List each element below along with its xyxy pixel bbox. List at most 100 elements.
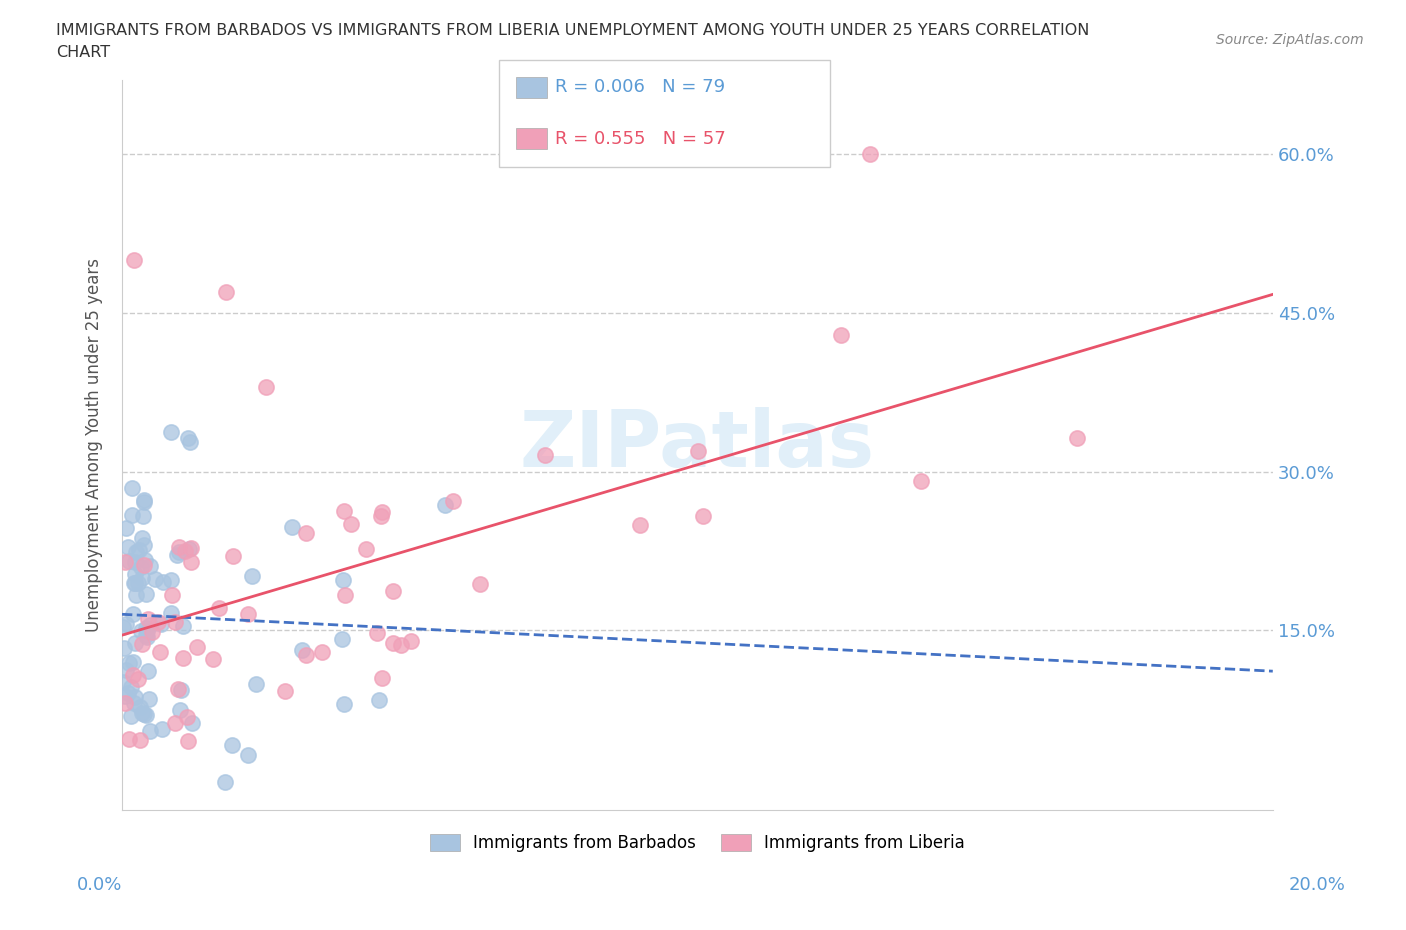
Point: [441, 493, 464, 508]
Y-axis label: Unemployment Among Youth under 25 years: Unemployment Among Youth under 25 years: [86, 259, 103, 632]
Point: [111, 674, 134, 689]
Point: [692, 508, 714, 523]
Point: [117, 685, 139, 700]
Point: [120, 708, 142, 723]
Point: [381, 636, 404, 651]
Point: [152, 574, 174, 589]
Point: [165, 715, 187, 730]
Point: [127, 671, 149, 686]
Point: [145, 572, 167, 587]
Text: CHART: CHART: [56, 45, 110, 60]
Point: [114, 555, 136, 570]
Point: [370, 509, 392, 524]
Point: [169, 539, 191, 554]
Point: [434, 498, 457, 512]
Point: [120, 680, 142, 695]
Point: [236, 747, 259, 762]
Point: [236, 606, 259, 621]
Point: [354, 542, 377, 557]
Point: [131, 636, 153, 651]
Point: [124, 588, 146, 603]
Point: [311, 645, 333, 660]
Point: [214, 285, 236, 299]
Point: [150, 722, 173, 737]
Point: [859, 147, 882, 162]
Point: [165, 615, 187, 630]
Point: [135, 587, 157, 602]
Point: [117, 656, 139, 671]
Point: [333, 503, 356, 518]
Point: [135, 628, 157, 643]
Point: [132, 495, 155, 510]
Point: [533, 447, 555, 462]
Point: [115, 662, 138, 677]
Point: [160, 605, 183, 620]
Point: [382, 583, 405, 598]
Point: [131, 624, 153, 639]
Point: [146, 615, 169, 630]
Point: [174, 543, 197, 558]
Point: [160, 573, 183, 588]
Text: IMMIGRANTS FROM BARBADOS VS IMMIGRANTS FROM LIBERIA UNEMPLOYMENT AMONG YOUTH UND: IMMIGRANTS FROM BARBADOS VS IMMIGRANTS F…: [56, 23, 1090, 38]
Point: [139, 618, 162, 632]
Point: [112, 641, 135, 656]
Point: [160, 424, 183, 439]
Point: [389, 638, 412, 653]
Point: [172, 618, 194, 633]
Point: [295, 525, 318, 540]
Point: [121, 655, 143, 670]
Point: [149, 644, 172, 659]
Point: [290, 643, 312, 658]
Point: [332, 572, 354, 587]
Point: [177, 734, 200, 749]
Point: [121, 508, 143, 523]
Point: [295, 647, 318, 662]
Point: [368, 692, 391, 707]
Point: [135, 708, 157, 723]
Point: [170, 683, 193, 698]
Point: [138, 692, 160, 707]
Point: [114, 617, 136, 631]
Point: [122, 668, 145, 683]
Point: [135, 620, 157, 635]
Point: [112, 619, 135, 634]
Point: [274, 684, 297, 698]
Point: [139, 724, 162, 738]
Point: [686, 444, 709, 458]
Point: [179, 435, 201, 450]
Point: [128, 542, 150, 557]
Point: [333, 588, 356, 603]
Point: [186, 640, 208, 655]
Text: Source: ZipAtlas.com: Source: ZipAtlas.com: [1216, 33, 1364, 46]
Text: 20.0%: 20.0%: [1289, 876, 1346, 895]
Point: [124, 554, 146, 569]
Point: [208, 601, 231, 616]
Point: [179, 541, 201, 556]
Point: [221, 737, 243, 752]
Point: [1066, 430, 1088, 445]
Point: [333, 697, 356, 711]
Point: [131, 571, 153, 586]
Point: [240, 568, 263, 583]
Point: [136, 664, 159, 679]
Point: [180, 715, 202, 730]
Point: [129, 700, 152, 715]
Point: [339, 516, 361, 531]
Point: [221, 549, 243, 564]
Point: [136, 612, 159, 627]
Point: [132, 509, 155, 524]
Point: [172, 650, 194, 665]
Text: R = 0.006   N = 79: R = 0.006 N = 79: [555, 78, 725, 97]
Point: [117, 539, 139, 554]
Point: [910, 473, 932, 488]
Point: [371, 671, 394, 685]
Point: [169, 544, 191, 559]
Text: R = 0.555   N = 57: R = 0.555 N = 57: [555, 129, 725, 148]
Point: [135, 630, 157, 644]
Point: [114, 688, 136, 703]
Point: [139, 558, 162, 573]
Point: [131, 705, 153, 720]
Point: [121, 480, 143, 495]
Point: [202, 651, 225, 666]
Point: [117, 553, 139, 568]
